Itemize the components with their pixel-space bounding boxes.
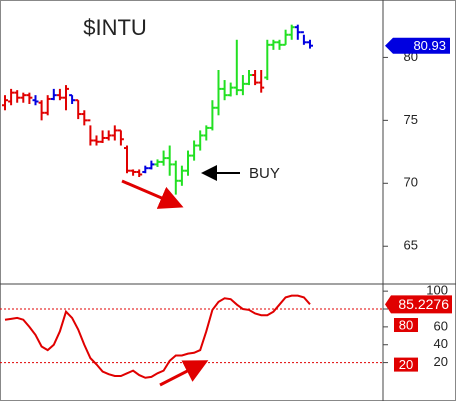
chart-title: $INTU <box>83 15 147 40</box>
level-box <box>394 357 418 372</box>
trend-arrow <box>121 179 184 209</box>
trend-arrow <box>159 360 209 387</box>
y-tick-label: 70 <box>404 175 418 190</box>
level-label: 20 <box>399 357 413 372</box>
y-tick-label: 75 <box>404 112 418 127</box>
level-box <box>394 318 418 333</box>
y-tick-label: 60 <box>434 318 448 333</box>
y-tick-label: 100 <box>426 283 448 298</box>
annotation: BUY <box>249 165 280 182</box>
y-tick-label: 65 <box>404 238 418 253</box>
y-tick-label: 40 <box>434 336 448 351</box>
last-price-label: 80.93 <box>413 38 446 53</box>
last-price-box <box>385 37 450 54</box>
level-label: 80 <box>399 317 413 332</box>
line <box>4 294 311 379</box>
y-tick-label: 20 <box>434 354 448 369</box>
last-value-box <box>385 295 452 314</box>
last-value-label: 85.2276 <box>398 296 449 312</box>
